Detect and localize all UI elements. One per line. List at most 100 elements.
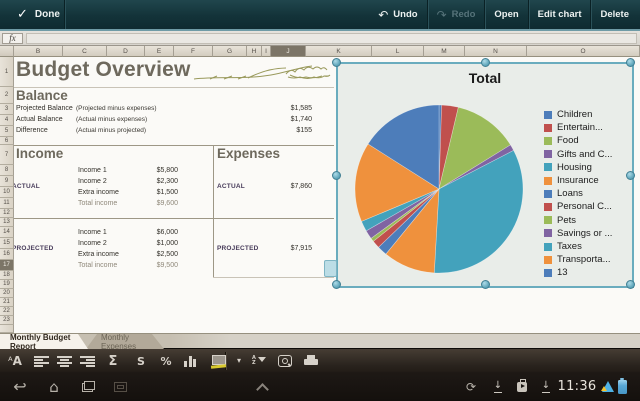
legend-item[interactable]: 13 [544,266,568,279]
currency-button[interactable]: S [130,349,152,373]
column-header-D[interactable]: D [107,46,145,57]
pie-slice-Taxes[interactable] [361,188,440,232]
cell-balance-heading[interactable]: Balance [16,88,68,103]
cell-income-item[interactable]: Income 1 [78,229,107,236]
battery-status[interactable] [615,372,629,401]
sum-button[interactable]: Σ [102,349,124,373]
back-button[interactable]: ↩ [8,372,32,401]
font-button[interactable] [4,349,26,373]
cell-income-value[interactable]: $9,600 [156,200,178,207]
tab-monthly-expenses[interactable]: Monthly Expenses [86,334,164,349]
download2-status-button[interactable]: ↓ [538,372,554,401]
screenshot-button[interactable] [108,372,132,401]
recent-apps-button[interactable] [76,372,100,401]
pie-slice-Transporta...[interactable] [354,143,440,222]
legend-item[interactable]: Personal C... [544,200,612,213]
zoom-button[interactable] [274,349,296,373]
cell-income-group-label[interactable]: ACTUAL [12,183,40,190]
undo-button[interactable]: ↶ Undo [369,0,426,29]
pie-slice-Personal C...[interactable] [372,188,440,248]
legend-item[interactable]: Food [544,134,579,147]
cell-income-item[interactable]: Total income [78,200,118,207]
pie-slice-Savings or ...[interactable] [365,188,440,239]
cell-income-item[interactable]: Extra income [78,189,119,196]
cell-income-value[interactable]: $6,000 [156,229,178,236]
row-header-20[interactable]: 20 [0,289,14,298]
cell-balance-value[interactable]: $1,585 [290,105,312,112]
resize-handle[interactable] [481,280,490,289]
legend-item[interactable]: Insurance [544,174,599,187]
resize-handle[interactable] [332,171,341,180]
column-header-K[interactable]: K [306,46,372,57]
align-right-button[interactable] [76,349,98,373]
column-header-O[interactable]: O [527,46,640,57]
resize-handle[interactable] [626,280,635,289]
tab-monthly-budget-report[interactable]: Monthly Budget Report [0,334,88,349]
legend-item[interactable]: Transporta... [544,253,611,266]
column-header-I[interactable]: I [262,46,271,57]
cell-expenses-group-label[interactable]: PROJECTED [217,245,259,252]
column-header-H[interactable]: H [247,46,262,57]
column-header-M[interactable]: M [424,46,465,57]
fx-button[interactable]: fx [2,33,23,44]
row-header-17[interactable]: 17 [0,260,14,271]
download-status-button[interactable]: ↓ [490,372,506,401]
resize-handle[interactable] [626,58,635,67]
row-header-13[interactable]: 13 [0,218,14,227]
chart-object[interactable]: Total Children Entertain... Food Gifts and … [332,58,635,289]
sheet-area[interactable]: Budget Overview Balance Income Expenses … [0,57,640,333]
pie-slice-Food[interactable] [438,106,511,190]
store-status-button[interactable] [514,372,530,401]
pie-slice-Housing[interactable] [433,149,524,274]
clock[interactable]: 11:36 [556,372,598,401]
cell-balance-label[interactable]: Projected Balance [16,105,73,112]
legend-item[interactable]: Entertain... [544,121,603,134]
row-header-12[interactable]: 12 [0,209,14,218]
legend-item[interactable]: Gifts and C... [544,148,612,161]
cell-income-item[interactable]: Income 2 [78,240,107,247]
row-header-4[interactable]: 4 [0,115,14,126]
open-button[interactable]: Open [485,0,527,29]
legend-item[interactable]: Taxes [544,240,582,253]
print-button[interactable] [300,349,322,373]
row-header-6[interactable]: 6 [0,137,14,145]
sync-status-button[interactable]: ⟳ [462,372,480,401]
cell-balance-label[interactable]: Difference [16,127,48,134]
percent-button[interactable]: % [155,349,177,373]
column-header-B[interactable]: B [14,46,63,57]
select-all-corner[interactable] [0,46,14,57]
column-header-L[interactable]: L [372,46,424,57]
fill-format-button[interactable] [207,349,229,373]
cell-income-item[interactable]: Income 2 [78,178,107,185]
legend-item[interactable]: Housing [544,161,592,174]
column-header-E[interactable]: E [145,46,174,57]
resize-handle[interactable] [332,58,341,67]
row-header-5[interactable]: 5 [0,126,14,137]
row-header-11[interactable]: 11 [0,198,14,209]
home-button[interactable]: ⌂ [42,372,66,401]
cell-income-heading[interactable]: Income [16,146,64,161]
cell-income-value[interactable]: $1,000 [156,240,178,247]
show-more-button[interactable] [250,372,274,401]
cell-balance-label[interactable]: Actual Balance [16,116,63,123]
cell-income-group-label[interactable]: PROJECTED [12,245,54,252]
cell-balance-value[interactable]: $1,740 [290,116,312,123]
row-header-9[interactable]: 9 [0,176,14,187]
chart-button[interactable] [179,349,201,373]
delete-button[interactable]: Delete [591,0,638,29]
legend-item[interactable]: Children [544,108,592,121]
legend-item[interactable]: Loans [544,187,583,200]
row-header-14[interactable]: 14 [0,227,14,238]
cell-balance-value[interactable]: $155 [296,127,312,134]
column-header-J[interactable]: J [271,46,306,57]
column-header-N[interactable]: N [465,46,527,57]
pie-slice-Entertain...[interactable] [438,104,459,190]
cell-expenses-heading[interactable]: Expenses [217,146,281,161]
resize-handle[interactable] [626,171,635,180]
row-header-10[interactable]: 10 [0,187,14,198]
cell-expenses-group-label[interactable]: ACTUAL [217,183,245,190]
pie-slice-Pets[interactable] [370,188,440,242]
scroll-indicator[interactable] [324,260,337,277]
cell-income-item[interactable]: Total income [78,262,118,269]
column-header-G[interactable]: G [213,46,247,57]
